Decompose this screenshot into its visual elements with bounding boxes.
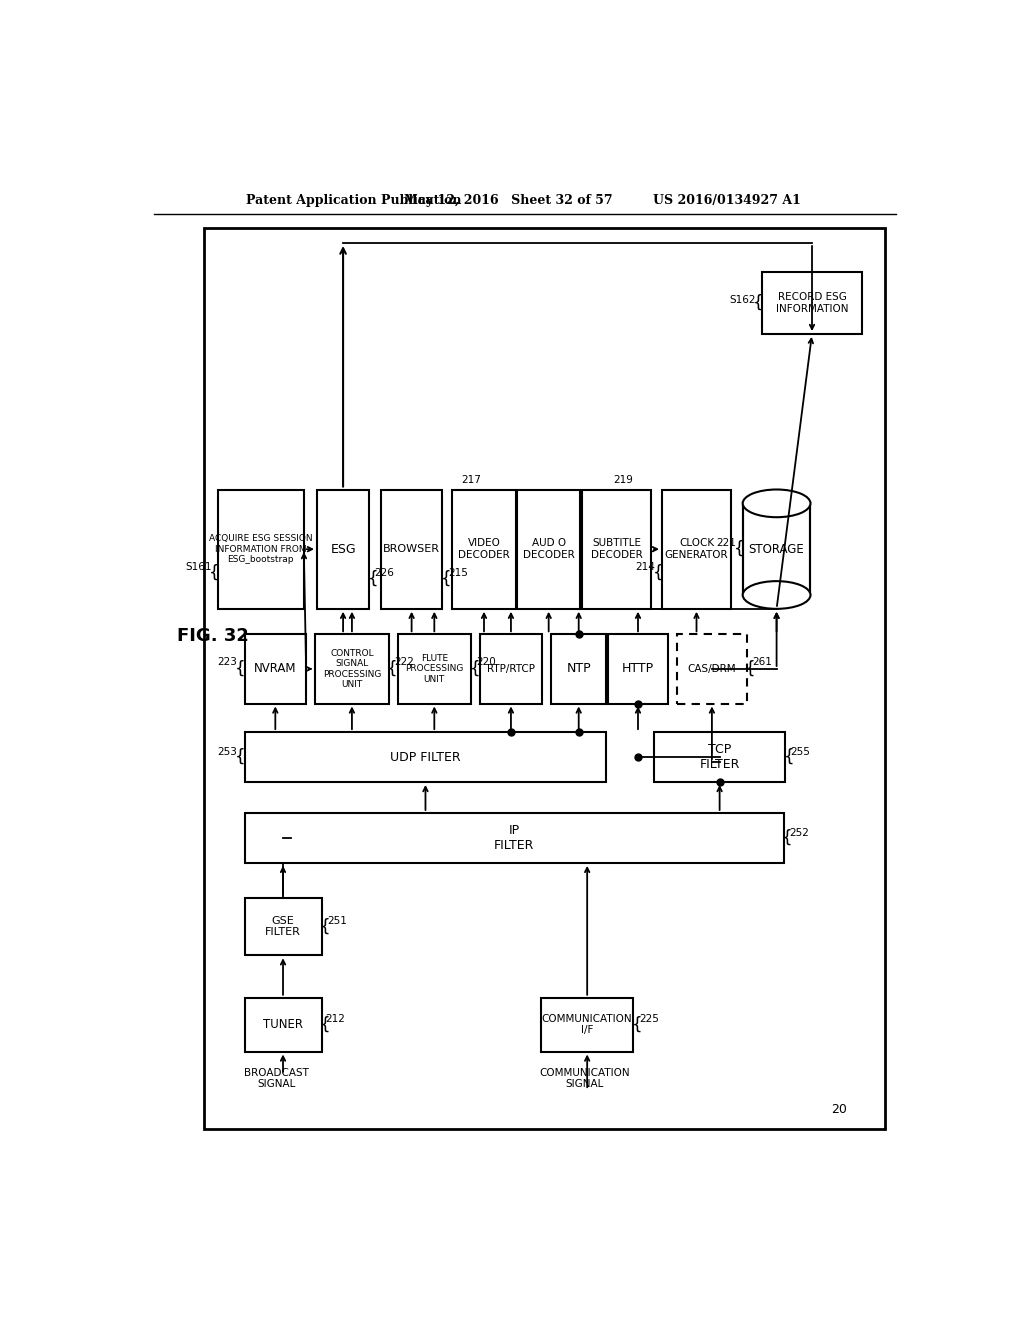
Bar (245, 635, 306, 704)
Bar (677, 635, 746, 704)
Text: 214: 214 (635, 562, 655, 572)
Bar (245, 998, 322, 1052)
Text: US 2016/0134927 A1: US 2016/0134927 A1 (652, 194, 801, 207)
Bar (245, 733, 606, 781)
FancyArrowPatch shape (824, 1107, 829, 1113)
Text: 251: 251 (327, 916, 347, 925)
Text: {: { (368, 570, 379, 587)
Text: {: { (469, 660, 480, 678)
Text: BROWSER: BROWSER (383, 544, 440, 554)
Bar (662, 490, 731, 609)
Text: Patent Application Publication: Patent Application Publication (246, 194, 462, 207)
Bar (245, 898, 322, 956)
Text: May 12, 2016 Sheet 32 of 57: May 12, 2016 Sheet 32 of 57 (403, 194, 612, 207)
Bar (654, 733, 785, 781)
Bar (453, 490, 515, 609)
Text: RECORD ESG
INFORMATION: RECORD ESG INFORMATION (776, 292, 848, 314)
Bar (582, 490, 651, 609)
Bar (480, 635, 542, 704)
Text: 252: 252 (788, 828, 809, 838)
Bar (217, 490, 304, 609)
Text: {: { (652, 564, 664, 582)
Bar (742, 503, 810, 595)
Text: 220: 220 (476, 657, 497, 667)
Text: NTP: NTP (566, 663, 591, 676)
Text: 212: 212 (326, 1014, 345, 1024)
Bar (245, 813, 783, 863)
Text: {: { (783, 748, 795, 766)
Text: {: { (387, 660, 397, 678)
Bar (541, 998, 634, 1052)
Text: 253: 253 (218, 747, 238, 758)
Text: {: { (236, 660, 246, 678)
Text: RTP/RTCP: RTP/RTCP (487, 664, 535, 675)
Text: BROADCAST
SIGNAL: BROADCAST SIGNAL (245, 1068, 309, 1089)
Text: 217: 217 (462, 475, 481, 486)
Bar (517, 490, 581, 609)
Text: {: { (632, 1015, 642, 1034)
Text: STORAGE: STORAGE (749, 543, 805, 556)
Text: 219: 219 (613, 475, 633, 486)
Text: CAS/DRM: CAS/DRM (687, 664, 736, 675)
Bar (397, 635, 471, 704)
Bar (381, 490, 442, 609)
Text: 20: 20 (831, 1102, 847, 1115)
Text: {: { (236, 748, 246, 766)
Text: {: { (745, 660, 756, 678)
Bar (446, 483, 657, 615)
Text: COMMUNICATION
I/F: COMMUNICATION I/F (542, 1014, 633, 1035)
Text: VIDEO
DECODER: VIDEO DECODER (458, 539, 510, 560)
Text: CONTROL
SIGNAL
PROCESSING
UNIT: CONTROL SIGNAL PROCESSING UNIT (323, 649, 381, 689)
Text: ESG: ESG (331, 543, 356, 556)
Ellipse shape (742, 581, 810, 609)
Text: FLUTE
PROCESSING
UNIT: FLUTE PROCESSING UNIT (406, 653, 464, 684)
Text: ACQUIRE ESG SESSION
INFORMATION FROM
ESG_bootstrap: ACQUIRE ESG SESSION INFORMATION FROM ESG… (209, 535, 312, 564)
Text: {: { (441, 570, 452, 587)
Bar (316, 490, 370, 609)
Text: {: { (753, 294, 764, 312)
Text: {: { (782, 829, 793, 847)
Bar (204, 228, 885, 1129)
Text: {: { (733, 540, 744, 558)
Text: 255: 255 (791, 747, 810, 758)
Text: NVRAM: NVRAM (254, 663, 297, 676)
Text: AUD O
DECODER: AUD O DECODER (523, 539, 574, 560)
Text: HTTP: HTTP (622, 663, 654, 676)
Text: 226: 226 (375, 568, 394, 578)
Text: 261: 261 (752, 657, 772, 667)
Text: 223: 223 (218, 657, 238, 667)
Bar (315, 635, 388, 704)
Text: TUNER: TUNER (263, 1018, 303, 1031)
Text: 221: 221 (716, 539, 735, 548)
Bar (762, 272, 862, 334)
Text: S162: S162 (729, 296, 756, 305)
Text: {: { (321, 917, 331, 936)
Bar (608, 635, 668, 704)
Text: S161: S161 (185, 562, 212, 572)
Text: TCP
FILTER: TCP FILTER (699, 743, 739, 771)
Text: UDP FILTER: UDP FILTER (390, 751, 461, 763)
Text: COMMUNICATION
SIGNAL: COMMUNICATION SIGNAL (540, 1068, 630, 1089)
Text: 225: 225 (639, 1014, 658, 1024)
Bar (551, 635, 606, 704)
Text: GSE
FILTER: GSE FILTER (265, 916, 301, 937)
Text: FIG. 32: FIG. 32 (177, 627, 249, 644)
Text: 222: 222 (394, 657, 414, 667)
Ellipse shape (742, 490, 810, 517)
Text: {: { (209, 564, 219, 582)
Text: SUBTITLE
DECODER: SUBTITLE DECODER (591, 539, 642, 560)
Text: IP
FILTER: IP FILTER (494, 824, 535, 851)
Text: CLOCK
GENERATOR: CLOCK GENERATOR (665, 539, 728, 560)
Text: 215: 215 (447, 568, 468, 578)
Text: {: { (321, 1015, 331, 1034)
